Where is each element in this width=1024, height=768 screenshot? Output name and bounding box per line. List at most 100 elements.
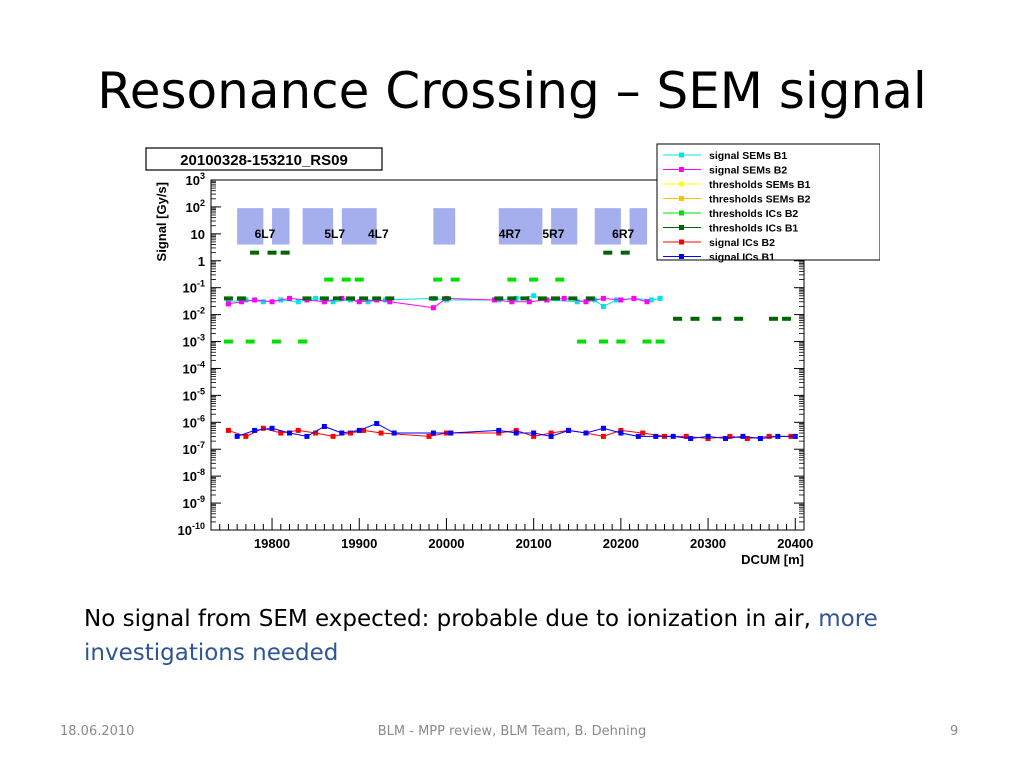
data-point — [356, 299, 362, 305]
y-tick-label: 102 — [186, 198, 205, 215]
data-point — [618, 430, 624, 436]
series-group — [234, 421, 798, 442]
data-point — [509, 299, 515, 305]
data-point — [768, 316, 778, 321]
data-point — [566, 427, 572, 433]
data-point — [618, 427, 624, 433]
legend-marker — [679, 225, 684, 230]
data-point — [426, 433, 432, 439]
data-point — [372, 296, 382, 301]
slide-body-text: No signal from SEM expected: probable du… — [84, 602, 984, 670]
data-point — [727, 433, 733, 439]
data-point — [319, 296, 329, 301]
data-point — [600, 433, 606, 439]
data-point — [430, 305, 436, 311]
data-point — [513, 430, 519, 436]
body-text-highlight: more investigations needed — [84, 606, 878, 666]
x-axis-label: DCUM [m] — [741, 552, 804, 567]
legend-marker — [679, 254, 684, 259]
legend-label: thresholds SEMs B2 — [709, 194, 811, 206]
series-group — [225, 293, 663, 310]
data-point — [757, 436, 763, 442]
data-point — [496, 430, 502, 436]
data-point — [295, 427, 301, 433]
data-point — [354, 277, 364, 282]
legend-label: signal SEMs B2 — [709, 165, 787, 177]
data-point — [430, 430, 436, 436]
data-point — [359, 296, 369, 301]
x-tick-label: 20400 — [777, 536, 813, 551]
data-point — [496, 427, 502, 433]
y-tick-label: 10-5 — [183, 386, 205, 403]
data-point — [792, 433, 798, 439]
y-tick-label: 10-3 — [183, 333, 205, 350]
y-tick-label: 1 — [198, 254, 205, 269]
data-point — [600, 295, 606, 301]
data-point — [385, 296, 395, 301]
data-point — [640, 430, 646, 436]
y-tick-label: 10-8 — [183, 467, 205, 484]
data-point — [324, 277, 334, 282]
data-point — [374, 421, 380, 427]
data-point — [225, 301, 231, 307]
data-point — [295, 299, 301, 305]
data-point — [494, 296, 504, 301]
data-point — [583, 299, 589, 305]
data-point — [341, 277, 351, 282]
y-tick-label: 10-7 — [183, 440, 205, 457]
data-point — [252, 297, 258, 303]
data-point — [223, 339, 233, 344]
y-tick-label: 10-1 — [183, 279, 205, 296]
footer-page-number: 9 — [950, 724, 959, 739]
chart-title: 20100328-153210_RS09 — [180, 152, 348, 169]
data-point — [346, 296, 356, 301]
x-tick-label: 20300 — [690, 536, 726, 551]
data-point — [529, 277, 539, 282]
data-point — [507, 277, 517, 282]
magnet-marker-band — [433, 208, 456, 245]
data-point — [616, 339, 626, 344]
data-point — [441, 296, 451, 301]
data-point — [280, 250, 290, 255]
data-point — [775, 433, 781, 439]
magnet-marker-band — [629, 208, 648, 245]
data-point — [365, 299, 371, 305]
data-point — [574, 299, 580, 305]
data-point — [688, 436, 694, 442]
legend-box — [656, 143, 880, 261]
data-point — [670, 433, 676, 439]
region-label: 6R7 — [612, 227, 634, 241]
data-point — [391, 430, 397, 436]
magnet-marker-band — [302, 208, 334, 245]
y-tick-label: 10-6 — [183, 413, 205, 430]
data-point — [537, 296, 547, 301]
data-point — [531, 433, 537, 439]
data-point — [618, 297, 624, 303]
data-point — [548, 433, 554, 439]
region-label: 6L7 — [255, 227, 276, 241]
x-tick-label: 19900 — [341, 536, 377, 551]
data-point — [598, 339, 608, 344]
data-point — [520, 296, 530, 301]
data-point — [561, 295, 567, 301]
data-point — [642, 339, 652, 344]
data-point — [600, 304, 606, 310]
data-point — [531, 430, 537, 436]
data-point — [657, 295, 663, 301]
data-point — [620, 250, 630, 255]
legend-label: signal ICs B1 — [709, 252, 775, 264]
data-point — [250, 250, 260, 255]
data-point — [428, 296, 438, 301]
region-label: 4R7 — [499, 227, 521, 241]
data-point — [583, 430, 589, 436]
x-tick-label: 19800 — [254, 536, 290, 551]
data-point — [330, 433, 336, 439]
magnet-marker-band — [498, 208, 543, 245]
series-group — [225, 295, 650, 311]
data-point — [450, 277, 460, 282]
data-point — [690, 316, 700, 321]
series-line — [236, 422, 796, 440]
legend-label: thresholds ICs B2 — [709, 208, 798, 220]
data-point — [448, 430, 454, 436]
magnet-marker-band — [551, 208, 578, 245]
